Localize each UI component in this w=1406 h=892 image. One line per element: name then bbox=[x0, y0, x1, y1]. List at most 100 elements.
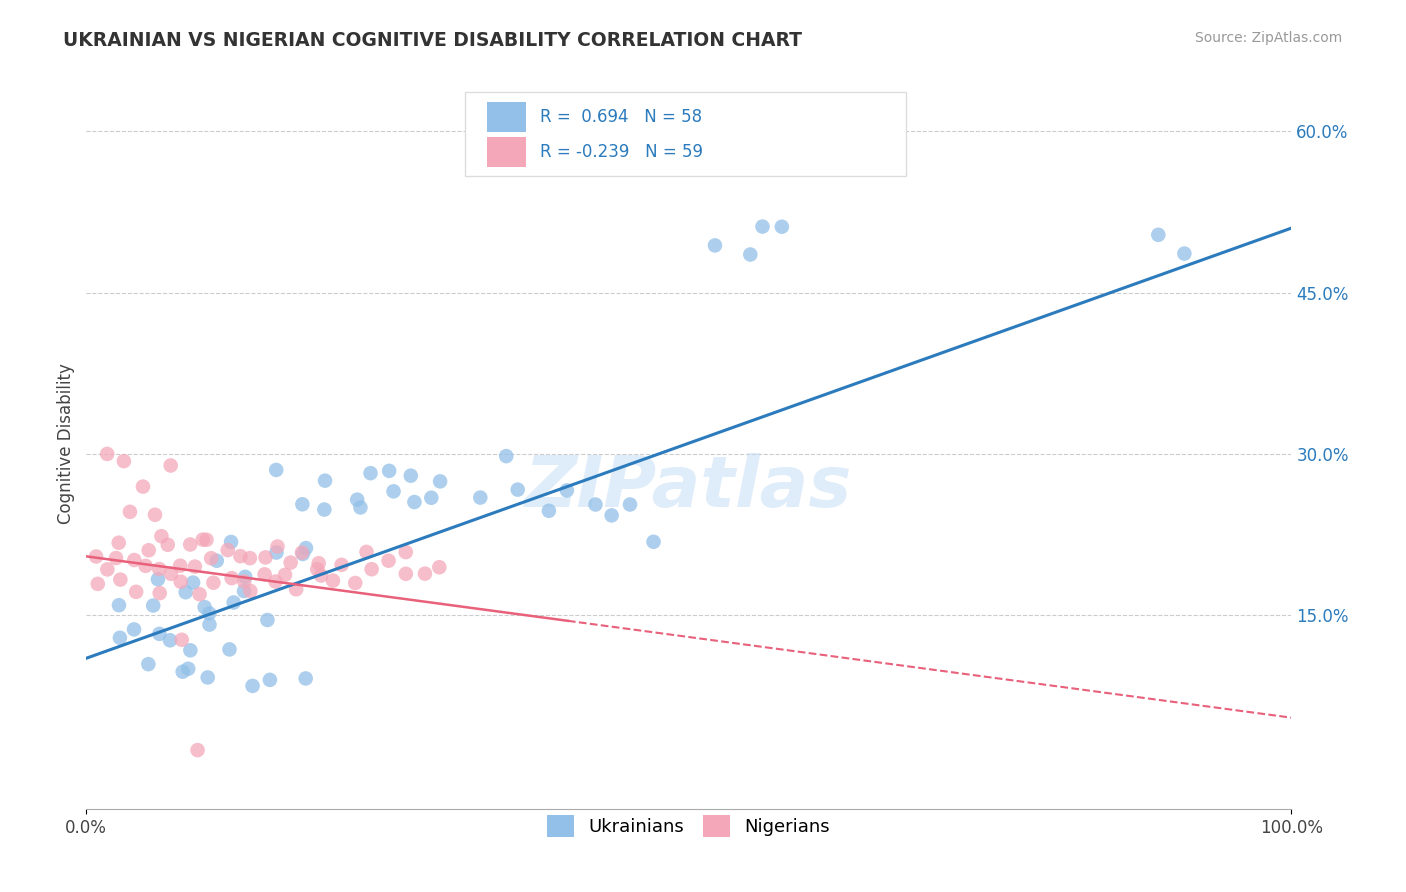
Point bbox=[184, 559, 207, 574]
Point bbox=[399, 468, 422, 483]
Point bbox=[360, 562, 382, 576]
Point bbox=[413, 566, 436, 581]
Point bbox=[349, 500, 371, 515]
Point bbox=[256, 613, 278, 627]
Point bbox=[427, 560, 450, 574]
Point bbox=[218, 642, 240, 657]
Point bbox=[253, 567, 276, 582]
Point bbox=[643, 534, 665, 549]
Point bbox=[274, 567, 297, 582]
Point bbox=[264, 574, 287, 589]
Point bbox=[266, 545, 288, 559]
Point bbox=[420, 491, 443, 505]
Point bbox=[264, 463, 287, 477]
Point bbox=[174, 585, 197, 599]
Point bbox=[221, 571, 243, 585]
Point bbox=[266, 540, 288, 554]
Point bbox=[360, 466, 382, 480]
Point bbox=[395, 566, 418, 581]
Text: ZIPatlas: ZIPatlas bbox=[524, 453, 852, 522]
Point bbox=[600, 508, 623, 523]
Point bbox=[96, 447, 118, 461]
Point bbox=[159, 633, 181, 648]
Point bbox=[307, 562, 329, 576]
Point bbox=[308, 556, 330, 570]
Point bbox=[122, 623, 145, 637]
Point bbox=[291, 497, 314, 511]
Point bbox=[148, 562, 170, 576]
Point bbox=[291, 546, 314, 560]
Point bbox=[138, 657, 160, 672]
Point bbox=[160, 566, 183, 581]
Text: R = -0.239   N = 59: R = -0.239 N = 59 bbox=[540, 143, 703, 161]
Point bbox=[242, 679, 264, 693]
Point bbox=[96, 562, 118, 576]
Point bbox=[105, 551, 128, 566]
Point bbox=[314, 502, 336, 516]
Point bbox=[222, 595, 245, 609]
Point bbox=[239, 551, 262, 566]
Point bbox=[202, 575, 225, 590]
Point bbox=[619, 498, 641, 512]
Point bbox=[704, 238, 727, 252]
Point bbox=[322, 574, 344, 588]
Point bbox=[280, 556, 302, 570]
Point bbox=[112, 454, 135, 468]
Point bbox=[146, 572, 169, 586]
Point bbox=[470, 491, 492, 505]
Point bbox=[108, 598, 131, 612]
Point bbox=[309, 568, 332, 582]
Point bbox=[170, 574, 193, 589]
Point bbox=[585, 498, 607, 512]
Point bbox=[87, 577, 110, 591]
Point bbox=[179, 537, 201, 551]
Point bbox=[233, 584, 256, 599]
Point bbox=[124, 553, 146, 567]
Point bbox=[156, 538, 179, 552]
Point bbox=[217, 543, 239, 558]
Point bbox=[254, 550, 277, 565]
Y-axis label: Cognitive Disability: Cognitive Disability bbox=[58, 363, 75, 524]
Point bbox=[143, 508, 166, 522]
Point bbox=[395, 545, 418, 559]
FancyBboxPatch shape bbox=[465, 92, 905, 177]
Point bbox=[295, 541, 318, 555]
Point bbox=[537, 504, 560, 518]
Point bbox=[188, 587, 211, 601]
Point bbox=[142, 599, 165, 613]
Point bbox=[356, 545, 378, 559]
Point bbox=[170, 632, 193, 647]
Point bbox=[330, 558, 353, 572]
Point bbox=[197, 670, 219, 684]
Point bbox=[132, 480, 155, 494]
Point bbox=[148, 627, 170, 641]
Point bbox=[177, 662, 200, 676]
Legend: Ukrainians, Nigerians: Ukrainians, Nigerians bbox=[540, 807, 837, 844]
Point bbox=[555, 483, 578, 498]
Point bbox=[198, 607, 221, 621]
Bar bbox=[486, 102, 526, 132]
Point bbox=[751, 219, 773, 234]
Text: R =  0.694   N = 58: R = 0.694 N = 58 bbox=[540, 108, 703, 126]
Point bbox=[125, 585, 148, 599]
Point bbox=[150, 529, 173, 543]
Point bbox=[740, 247, 762, 261]
Point bbox=[291, 547, 314, 561]
Point bbox=[239, 583, 262, 598]
Point bbox=[205, 554, 228, 568]
Point bbox=[84, 549, 107, 564]
Point bbox=[259, 673, 281, 687]
Point bbox=[135, 558, 157, 573]
Point bbox=[429, 475, 451, 489]
Point bbox=[149, 586, 172, 600]
Point bbox=[198, 617, 221, 632]
Point bbox=[506, 483, 529, 497]
Point bbox=[200, 551, 222, 566]
Point bbox=[195, 533, 218, 547]
Bar bbox=[486, 136, 526, 168]
Point bbox=[495, 449, 517, 463]
Point bbox=[378, 464, 401, 478]
Point bbox=[172, 665, 194, 679]
Point bbox=[229, 549, 252, 564]
Point bbox=[179, 643, 201, 657]
